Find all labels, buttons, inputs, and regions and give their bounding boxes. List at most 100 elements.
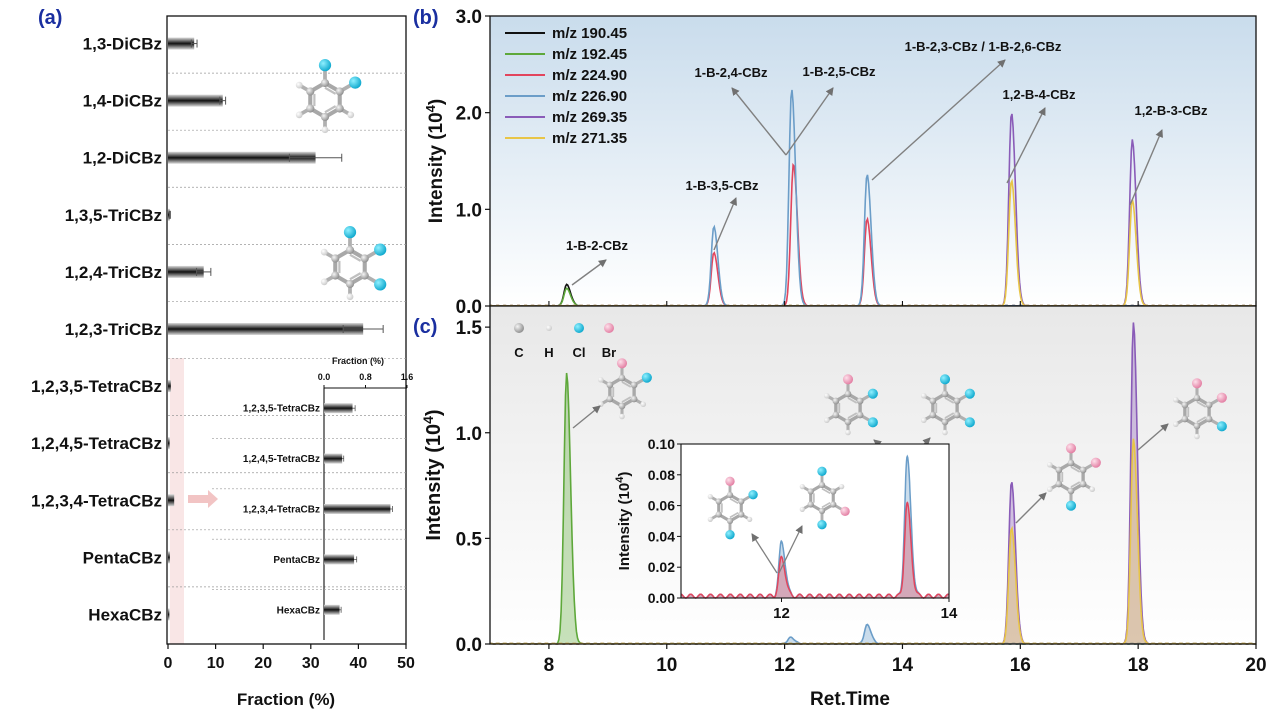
y-tick-label: 0.0 xyxy=(456,297,482,318)
molecule-dichlorobenzene-icon xyxy=(295,59,362,134)
y-tick-label: 1.0 xyxy=(456,424,482,445)
inset-bar-1-2-3-4-tetracbz xyxy=(324,504,391,514)
c-atom xyxy=(941,418,949,426)
inset-y-tick-label: 0.08 xyxy=(648,467,675,483)
c-atom xyxy=(844,390,852,398)
x-tick-label: 18 xyxy=(1128,655,1149,676)
molecule-icon xyxy=(823,374,878,436)
double-bond xyxy=(1070,481,1081,488)
c-atom xyxy=(1193,394,1201,402)
double-bond xyxy=(847,412,858,419)
c-atom xyxy=(345,245,355,255)
category-label-1-4-dicbz: 1,4-DiCBz xyxy=(83,92,162,111)
peak-annotation-1-b-2-5-cbz: 1-B-2,5-CBz xyxy=(803,64,876,79)
c-atom xyxy=(1181,415,1189,423)
cl-atom xyxy=(817,519,827,530)
peak-annotation-1-2-b-3-cbz: 1,2-B-3-CBz xyxy=(1135,103,1208,118)
c-atom xyxy=(929,411,937,419)
panel-label-c: (c) xyxy=(413,316,437,338)
atom-legend: C H Cl Br xyxy=(514,323,616,360)
x-tick-label: 30 xyxy=(302,655,320,672)
y-tick-label: 1.0 xyxy=(456,200,482,221)
cl-atom xyxy=(725,529,735,540)
molecule-icon xyxy=(1046,443,1101,511)
legend-label-m-z-224-90: m/z 224.90 xyxy=(552,67,627,84)
cl-atom xyxy=(1065,500,1077,511)
x-tick-label: 10 xyxy=(656,655,677,676)
double-bond xyxy=(821,501,831,509)
h-atom xyxy=(640,401,647,408)
h-atom xyxy=(920,392,927,399)
cl-atom xyxy=(867,417,878,428)
c-atom xyxy=(1055,480,1063,488)
inset-bar-1-2-3-5-tetracbz xyxy=(324,403,353,414)
legend-label-m-z-269-35: m/z 269.35 xyxy=(552,109,627,126)
x-tick-label: 20 xyxy=(1245,655,1266,676)
annotation-arrow xyxy=(731,87,787,156)
double-bond xyxy=(1070,466,1081,473)
legend-label-m-z-271-35: m/z 271.35 xyxy=(552,130,627,147)
x-tick-label: 50 xyxy=(397,655,415,672)
double-bond xyxy=(729,511,739,519)
bar-1-2-4-5-tetracbz xyxy=(168,437,170,450)
bar-1-2-3-5-tetracbz xyxy=(168,380,171,393)
annotation-arrow xyxy=(1006,107,1046,184)
h-atom xyxy=(321,126,329,134)
double-bond xyxy=(821,487,831,495)
inset-molecule-icon xyxy=(707,476,758,540)
double-bond xyxy=(1196,416,1207,423)
peak-annotation-1-2-b-4-cbz: 1,2-B-4-CBz xyxy=(1003,87,1076,102)
category-label-1-2-3-4-tetracbz: 1,2,3,4-TetraCBz xyxy=(31,491,162,510)
cl-atom xyxy=(867,388,878,399)
panel-b-y-axis-label: Intensity (104) xyxy=(423,99,447,223)
cl-atom xyxy=(939,374,951,385)
c-atom xyxy=(807,488,814,495)
h-atom xyxy=(1046,461,1053,468)
atom-swatch-c xyxy=(514,323,524,333)
inset-bar-pentacbz xyxy=(324,554,355,565)
c-atom xyxy=(630,381,638,389)
h-atom xyxy=(707,494,713,500)
category-label-pentacbz: PentaCBz xyxy=(83,548,162,567)
h-atom xyxy=(839,484,845,490)
panel-b-legend: m/z 190.45 m/z 192.45 m/z 224.90 m/z 226.90… xyxy=(505,25,627,147)
bar-pentacbz xyxy=(168,551,170,564)
annotation-arrow xyxy=(751,533,778,574)
br-atom xyxy=(842,374,854,385)
atom-label-br: Br xyxy=(602,345,616,360)
category-label-1-3-5-tricbz: 1,3,5-TriCBz xyxy=(65,206,162,225)
h-atom xyxy=(799,484,805,490)
inset-frame xyxy=(680,443,950,599)
c-atom xyxy=(606,395,614,403)
cl-atom xyxy=(817,466,827,477)
h-atom xyxy=(619,413,625,420)
h-atom xyxy=(707,516,713,522)
bar-1-2-dicbz xyxy=(168,151,316,164)
c-atom xyxy=(715,511,722,518)
bar-1-4-dicbz xyxy=(168,94,223,107)
c-atom xyxy=(941,390,949,398)
c-atom xyxy=(818,507,826,515)
c-atom xyxy=(807,501,814,508)
double-bond xyxy=(729,497,739,505)
h-atom xyxy=(823,392,830,399)
c-atom xyxy=(929,397,937,405)
panel-c-frame xyxy=(489,305,1257,645)
legend-label-m-z-226-90: m/z 226.90 xyxy=(552,88,627,105)
c-atom xyxy=(1067,459,1075,467)
cl-atom xyxy=(343,226,357,239)
c-atom xyxy=(618,402,626,410)
cl-atom xyxy=(964,417,975,428)
h-atom xyxy=(1172,396,1179,403)
inset-y-tick-label: 0.00 xyxy=(648,590,675,606)
cl-atom xyxy=(374,243,387,256)
br-atom xyxy=(1065,443,1077,454)
panel-b-chromatogram: 0.01.02.03.0 Intensity (104) m/z 190.45m… xyxy=(423,7,1257,318)
c-atom xyxy=(331,254,340,263)
inset-x-tick-label: 12 xyxy=(773,605,790,622)
inset-pointer-arrow xyxy=(188,490,218,508)
cl-atom xyxy=(374,278,387,291)
br-atom xyxy=(1191,378,1203,389)
inset-bar-1-2-4-5-tetracbz xyxy=(324,453,343,464)
